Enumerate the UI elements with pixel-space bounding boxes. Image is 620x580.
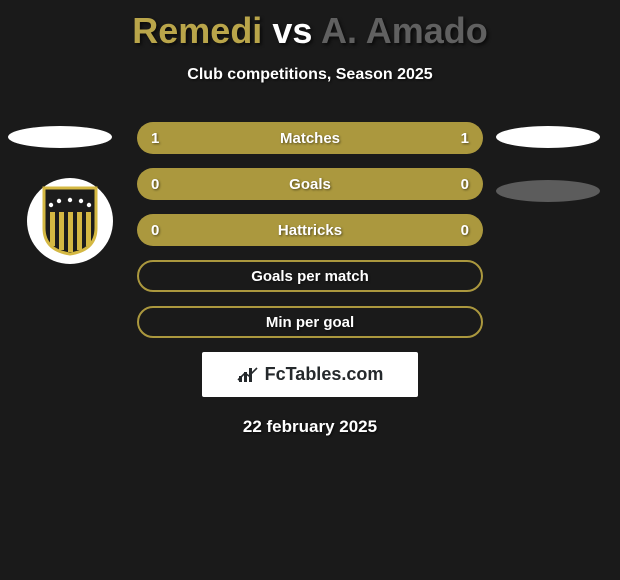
player2-name: A. Amado — [321, 10, 488, 51]
stat-label: Goals per match — [153, 268, 467, 285]
player1-marker-top — [8, 126, 112, 148]
stat-left-value: 0 — [151, 176, 159, 193]
stat-right-value: 0 — [461, 222, 469, 239]
stat-bar-goals-per-match: Goals per match — [137, 260, 483, 292]
stat-right-value: 0 — [461, 176, 469, 193]
stat-label: Matches — [159, 130, 460, 147]
date-label: 22 february 2025 — [137, 417, 483, 437]
stat-bar-goals: 0Goals0 — [137, 168, 483, 200]
comparison-title: Remedi vs A. Amado — [0, 0, 620, 52]
stats-column: 1Matches10Goals00Hattricks0Goals per mat… — [137, 122, 483, 437]
stat-label: Min per goal — [153, 314, 467, 331]
brand-text: FcTables.com — [265, 364, 384, 385]
player2-marker-mid — [496, 180, 600, 202]
club-crest — [27, 178, 113, 264]
player1-name: Remedi — [132, 10, 262, 51]
bar-chart-icon — [237, 366, 259, 384]
stat-right-value: 1 — [461, 130, 469, 147]
stat-left-value: 1 — [151, 130, 159, 147]
stat-label: Hattricks — [159, 222, 460, 239]
vs-label: vs — [272, 10, 312, 51]
brand-box[interactable]: FcTables.com — [202, 352, 418, 397]
player2-marker-top — [496, 126, 600, 148]
stat-bar-min-per-goal: Min per goal — [137, 306, 483, 338]
stat-bar-matches: 1Matches1 — [137, 122, 483, 154]
penarol-crest-icon — [40, 186, 100, 256]
stat-left-value: 0 — [151, 222, 159, 239]
stat-bar-hattricks: 0Hattricks0 — [137, 214, 483, 246]
stat-label: Goals — [159, 176, 460, 193]
subtitle: Club competitions, Season 2025 — [0, 66, 620, 84]
